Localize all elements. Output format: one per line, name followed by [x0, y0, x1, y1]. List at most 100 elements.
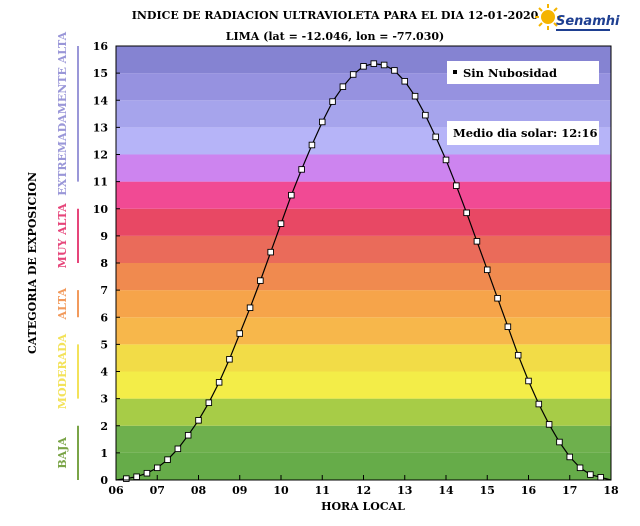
chart-subtitle: LIMA (lat = -12.046, lon = -77.030): [226, 30, 444, 43]
category-bar-2: [77, 290, 79, 318]
x-tick-label: 09: [232, 484, 247, 497]
exposure-band-9: [116, 208, 611, 236]
legend-marker: [453, 70, 457, 74]
plot-frame: [115, 45, 612, 481]
exposure-categories: BAJA MODERADA ALTA MUY ALTA EXTREMADAMENTE A…: [56, 31, 79, 480]
data-point: [215, 379, 223, 386]
uv-series: [115, 60, 612, 482]
logo-underline: [556, 29, 610, 31]
category-bar-0: [77, 425, 79, 480]
category-bar-1: [77, 344, 79, 399]
data-point: [164, 456, 171, 463]
y-tick-label: 9: [100, 230, 108, 243]
y-tick-label: 16: [93, 40, 109, 53]
data-point: [411, 92, 419, 100]
data-point: [257, 277, 264, 284]
y-tick-label: 14: [93, 94, 109, 107]
y-axis-title: CATEGORIA DE EXPOSICION: [26, 172, 39, 354]
x-tick-label: 14: [438, 484, 454, 497]
y-tick-label: 4: [100, 366, 108, 379]
data-point: [205, 399, 213, 406]
data-point: [370, 60, 378, 67]
y-tick-label: 7: [100, 284, 108, 297]
category-label-4: EXTREMADAMENTE ALTA: [56, 31, 69, 195]
data-point: [349, 71, 357, 78]
data-point: [288, 191, 295, 199]
data-point: [391, 67, 398, 74]
exposure-band-3: [116, 371, 611, 399]
x-tick-label: 16: [521, 484, 537, 497]
data-point: [463, 209, 470, 217]
x-tick-label: 10: [273, 484, 289, 497]
logo-text: Senamhi: [556, 14, 620, 29]
exposure-band-10: [116, 181, 611, 209]
data-point: [380, 61, 388, 69]
data-point: [143, 469, 151, 477]
y-tick-label: 2: [100, 420, 108, 433]
data-point: [587, 471, 594, 478]
data-point: [319, 118, 326, 126]
x-tick-label: 15: [480, 484, 495, 497]
data-point: [308, 141, 316, 149]
data-point: [267, 248, 274, 256]
y-tick-label: 5: [100, 338, 108, 351]
data-point: [432, 133, 439, 141]
x-axis: 06 07 08 09 10 11 12 13 14 15 16 17 18: [108, 475, 619, 497]
data-point: [494, 295, 501, 302]
data-point: [174, 445, 182, 453]
data-point: [277, 220, 285, 227]
x-tick-label: 17: [562, 484, 577, 497]
data-point: [442, 156, 450, 164]
data-point: [226, 356, 233, 363]
y-tick-label: 13: [93, 121, 108, 134]
exposure-band-6: [116, 290, 611, 318]
data-point: [422, 111, 429, 119]
data-point: [360, 63, 367, 70]
data-point: [339, 83, 347, 90]
exposure-bands: [116, 46, 611, 480]
annotation-box: [447, 121, 599, 145]
data-point: [329, 98, 336, 105]
data-point: [545, 421, 553, 428]
y-tick-label: 12: [93, 149, 108, 162]
y-tick-label: 11: [93, 176, 108, 189]
data-point: [473, 238, 481, 245]
y-tick-label: 0: [100, 474, 108, 487]
solar-noon-annotation: Medio dia solar: 12:16: [447, 121, 599, 145]
category-label-1: MODERADA: [56, 333, 69, 409]
category-label-3: MUY ALTA: [56, 203, 69, 268]
data-point: [123, 475, 130, 482]
senamhi-logo: Senamhi: [535, 4, 620, 31]
y-tick-label: 6: [100, 311, 108, 324]
exposure-band-1: [116, 425, 611, 453]
sun-icon: [535, 4, 561, 30]
data-point: [184, 431, 192, 439]
data-point: [525, 377, 532, 385]
exposure-band-11: [116, 154, 611, 182]
data-point: [246, 304, 254, 312]
exposure-band-8: [116, 235, 611, 263]
data-point: [484, 266, 491, 274]
legend-box: [447, 61, 599, 84]
data-point: [504, 323, 512, 330]
y-tick-label: 8: [100, 257, 108, 270]
data-point: [566, 453, 574, 461]
x-tick-label: 13: [397, 484, 412, 497]
legend: Sin Nubosidad: [447, 61, 599, 84]
data-point: [556, 438, 563, 446]
data-point: [576, 464, 584, 472]
exposure-band-7: [116, 263, 611, 291]
category-bar-4: [77, 46, 79, 182]
data-point: [195, 417, 202, 424]
chart-title: INDICE DE RADIACION ULTRAVIOLETA PARA EL…: [132, 9, 539, 22]
category-bar-3: [77, 208, 79, 263]
data-point: [401, 78, 409, 85]
x-tick-label: 12: [356, 484, 371, 497]
data-point: [236, 330, 243, 337]
x-tick-label: 18: [603, 484, 619, 497]
data-point: [453, 182, 460, 189]
x-tick-label: 07: [150, 484, 165, 497]
data-point: [514, 351, 522, 359]
